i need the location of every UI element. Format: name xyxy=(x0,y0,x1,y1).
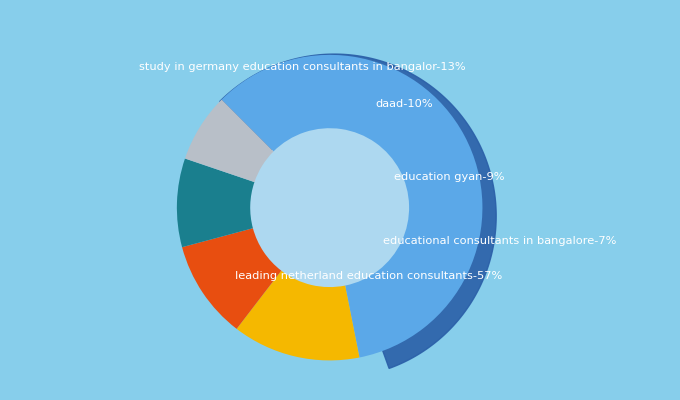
Wedge shape xyxy=(177,158,254,247)
Wedge shape xyxy=(182,228,282,329)
Text: daad-10%: daad-10% xyxy=(375,99,433,109)
Text: study in germany education consultants in bangalor-13%: study in germany education consultants i… xyxy=(139,62,466,72)
Wedge shape xyxy=(185,100,273,182)
Circle shape xyxy=(249,127,411,289)
Wedge shape xyxy=(222,55,482,358)
Text: education gyan-9%: education gyan-9% xyxy=(394,172,505,182)
Polygon shape xyxy=(220,54,496,368)
Wedge shape xyxy=(237,271,360,360)
Text: leading netherland education consultants-57%: leading netherland education consultants… xyxy=(235,271,503,281)
Text: educational consultants in bangalore-7%: educational consultants in bangalore-7% xyxy=(383,236,617,246)
